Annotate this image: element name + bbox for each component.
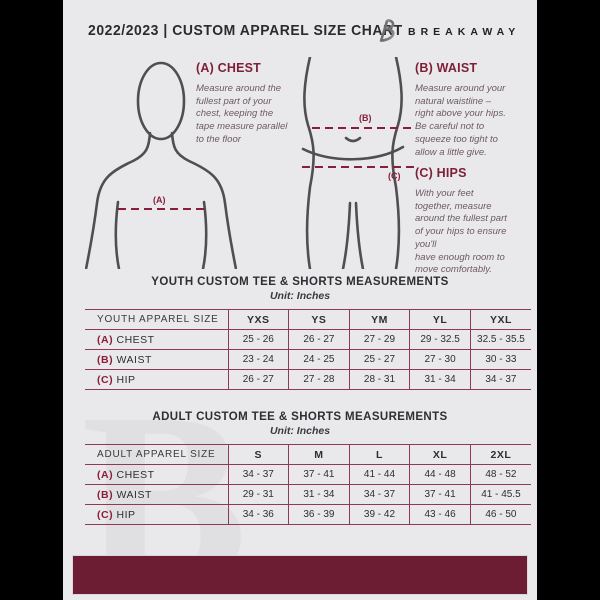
size-header: YL: [409, 309, 471, 330]
measurement-cell: 27 - 30: [409, 349, 471, 370]
youth-table-title: YOUTH CUSTOM TEE & SHORTS MEASUREMENTS: [151, 276, 449, 288]
table-row: (B) WAIST 23 - 24 24 - 25 25 - 27 27 - 3…: [85, 349, 531, 370]
measurement-cell: 34 - 37: [348, 484, 410, 505]
hips-line-label: (C): [388, 171, 401, 181]
size-header: S: [227, 444, 289, 465]
size-header: L: [348, 444, 410, 465]
measurement-cell: 34 - 36: [227, 504, 289, 525]
row-label: (B) WAIST: [97, 353, 152, 366]
measurement-cell: 30 - 33: [469, 349, 531, 370]
upper-body-figure: [85, 61, 237, 269]
measurement-cell: 43 - 46: [409, 504, 471, 525]
measurement-cell: 48 - 52: [469, 464, 531, 485]
measurement-cell: 31 - 34: [288, 484, 350, 505]
size-header: YS: [288, 309, 350, 330]
measurement-cell: 26 - 27: [227, 369, 289, 390]
measurement-cell: 29 - 32.5: [409, 329, 471, 350]
youth-header-row: YOUTH APPAREL SIZE YXS YS YM YL YXL: [85, 309, 531, 330]
adult-table-unit: Unit: Inches: [269, 425, 331, 437]
chest-line-label: (A): [153, 195, 166, 205]
measurement-cell: 32.5 - 35.5: [469, 329, 531, 350]
size-header: M: [288, 444, 350, 465]
adult-size-col-header: ADULT APPAREL SIZE: [97, 449, 216, 460]
measurement-cell: 34 - 37: [227, 464, 289, 485]
youth-size-col-header: YOUTH APPAREL SIZE: [97, 314, 219, 325]
size-header: XL: [409, 444, 471, 465]
size-header: 2XL: [469, 444, 531, 465]
hips-guide-heading: (C) HIPS: [415, 166, 467, 180]
measurement-cell: 37 - 41: [409, 484, 471, 505]
row-label: (C) HIP: [97, 373, 136, 386]
hips-measure-line: [302, 166, 414, 168]
measurement-cell: 39 - 42: [348, 504, 410, 525]
measurement-cell: 27 - 28: [288, 369, 350, 390]
waist-guide-text: Measure around your natural waistline – …: [415, 83, 506, 158]
brand-name: BREAKAWAY: [408, 26, 521, 38]
chest-guide-text: Measure around the fullest part of your …: [196, 83, 288, 145]
table-row: (A) CHEST 34 - 37 37 - 41 41 - 44 44 - 4…: [85, 464, 531, 485]
adult-size-table: ADULT APPAREL SIZE S M L XL 2XL (A) CHES…: [85, 444, 531, 525]
row-label: (A) CHEST: [97, 333, 155, 346]
measurement-cell: 31 - 34: [409, 369, 471, 390]
measurement-cell: 27 - 29: [348, 329, 410, 350]
measurement-cell: 46 - 50: [469, 504, 531, 525]
measurement-cell: 37 - 41: [288, 464, 350, 485]
footer-accent-bar: [72, 555, 528, 595]
measurement-cell: 28 - 31: [348, 369, 410, 390]
measurement-cell: 41 - 45.5: [469, 484, 531, 505]
size-header: YXL: [469, 309, 531, 330]
adult-header-row: ADULT APPAREL SIZE S M L XL 2XL: [85, 444, 531, 465]
lower-body-figure: [301, 57, 405, 269]
measurement-cell: 25 - 26: [227, 329, 289, 350]
waist-line-label: (B): [359, 113, 372, 123]
measurement-cell: 23 - 24: [227, 349, 289, 370]
breakaway-logo-icon: [371, 19, 395, 43]
row-label: (A) CHEST: [97, 468, 155, 481]
measurement-cell: 36 - 39: [288, 504, 350, 525]
row-label: (C) HIP: [97, 508, 136, 521]
table-row: (C) HIP 26 - 27 27 - 28 28 - 31 31 - 34 …: [85, 369, 531, 390]
youth-table-unit: Unit: Inches: [269, 290, 331, 302]
measurement-cell: 41 - 44: [348, 464, 410, 485]
table-row: (A) CHEST 25 - 26 26 - 27 27 - 29 29 - 3…: [85, 329, 531, 350]
size-chart-sheet: B 2022/2023 | CUSTOM APPAREL SIZE CHART …: [63, 0, 537, 600]
row-label: (B) WAIST: [97, 488, 152, 501]
youth-size-table: YOUTH APPAREL SIZE YXS YS YM YL YXL (A) …: [85, 309, 531, 390]
measurement-cell: 24 - 25: [288, 349, 350, 370]
size-header: YXS: [227, 309, 289, 330]
hips-guide-text: With your feet together, measure around …: [415, 188, 507, 276]
measurement-cell: 26 - 27: [288, 329, 350, 350]
adult-table-title: ADULT CUSTOM TEE & SHORTS MEASUREMENTS: [152, 411, 448, 423]
waist-measure-line: [312, 127, 411, 129]
table-row: (B) WAIST 29 - 31 31 - 34 34 - 37 37 - 4…: [85, 484, 531, 505]
page-title: 2022/2023 | CUSTOM APPAREL SIZE CHART: [88, 22, 403, 39]
table-row: (C) HIP 34 - 36 36 - 39 39 - 42 43 - 46 …: [85, 504, 531, 525]
chest-guide-heading: (A) CHEST: [196, 61, 261, 75]
measurement-cell: 29 - 31: [227, 484, 289, 505]
measurement-cell: 25 - 27: [348, 349, 410, 370]
waist-guide-heading: (B) WAIST: [415, 61, 478, 75]
chest-measure-line: [118, 208, 206, 210]
measurement-cell: 44 - 48: [409, 464, 471, 485]
measurement-cell: 34 - 37: [469, 369, 531, 390]
size-header: YM: [348, 309, 410, 330]
